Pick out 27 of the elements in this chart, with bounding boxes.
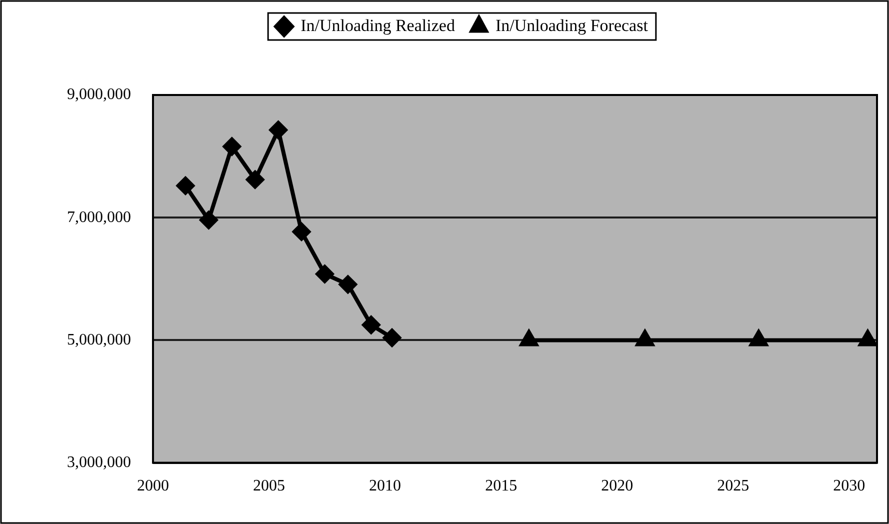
point [520,330,538,346]
x-tick-label: 2010 [369,478,402,495]
point [200,211,218,230]
point [316,264,334,283]
point [292,222,311,241]
x-tick-label: 2015 [485,478,518,495]
point [246,170,264,189]
y-tick-label: 7,000,000 [67,208,131,226]
point [338,275,357,294]
legend-label: In/Unloading Forecast [495,16,648,35]
x-tick-label: 2025 [717,478,750,495]
point [222,137,241,156]
x-tick-label: 2020 [601,478,634,495]
legend-label: In/Unloading Realized [300,16,456,35]
y-tick-label: 3,000,000 [67,454,131,472]
point [362,316,380,334]
point [750,330,768,346]
x-tick-label: 2005 [253,478,286,495]
point [636,330,654,346]
point [269,120,288,139]
point [383,328,402,347]
point [176,176,194,195]
point [858,330,877,346]
x-tick-label: 2000 [137,478,169,495]
x-tick-label: 2030 [833,478,866,495]
y-tick-label: 5,000,000 [67,331,131,348]
y-tick-label: 9,000,000 [67,86,131,104]
